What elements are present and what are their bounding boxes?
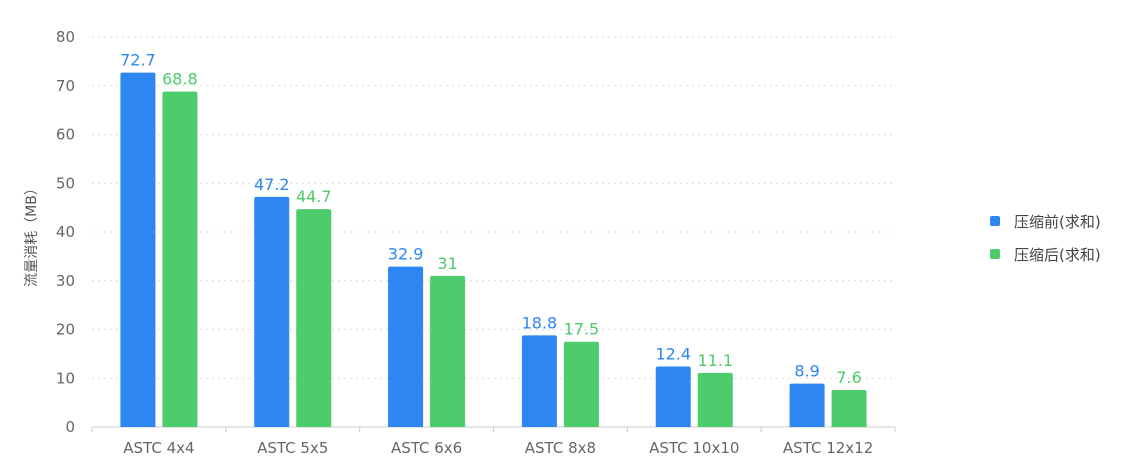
y-tick-label: 40 [56, 223, 75, 241]
bar-after[interactable] [296, 209, 332, 427]
legend-swatch-before [990, 216, 1000, 226]
data-label: 7.6 [836, 368, 861, 387]
bar-after[interactable] [430, 275, 466, 427]
legend-swatch-after [990, 249, 1000, 259]
data-label: 31 [437, 254, 457, 273]
y-tick-label: 50 [56, 174, 75, 192]
x-tick-label: ASTC 10x10 [649, 439, 739, 457]
data-label: 11.1 [697, 351, 733, 370]
x-tick-label: ASTC 6x6 [391, 439, 462, 457]
y-tick-label: 70 [56, 77, 75, 95]
bar-after[interactable] [831, 389, 867, 427]
bar-before[interactable] [388, 266, 424, 427]
bar-after[interactable] [162, 91, 198, 427]
y-tick-label: 30 [56, 272, 75, 290]
data-label: 68.8 [162, 70, 198, 89]
legend-item-after[interactable]: 压缩后(求和) [990, 244, 1101, 264]
y-tick-label: 10 [56, 369, 75, 387]
data-label: 72.7 [120, 51, 156, 70]
axes: 0 10 20 30 40 50 60 70 80 ASTC 4x4 ASTC 5x5 ASTC 6x… [56, 28, 896, 457]
legend: 压缩前(求和) 压缩后(求和) [990, 211, 1101, 277]
x-tick-label: ASTC 12x12 [783, 439, 873, 457]
x-tick-label: ASTC 8x8 [525, 439, 596, 457]
data-label: 8.9 [794, 362, 819, 381]
bar-before[interactable] [254, 196, 290, 427]
data-label: 44.7 [296, 187, 332, 206]
legend-item-before[interactable]: 压缩前(求和) [990, 211, 1101, 231]
data-labels: 72.7 47.2 32.9 18.8 12.4 8.9 68.8 44.7 31 17.5 11.… [120, 51, 862, 387]
y-tick-label: 0 [65, 418, 75, 436]
data-label: 12.4 [655, 345, 691, 364]
y-tick-label: 80 [56, 28, 75, 46]
legend-label-after: 压缩后(求和) [1014, 245, 1101, 264]
legend-label-before: 压缩前(求和) [1014, 212, 1101, 231]
data-label: 17.5 [564, 320, 600, 339]
bar-before[interactable] [655, 366, 691, 427]
bar-before[interactable] [120, 72, 156, 428]
x-tick-label: ASTC 5x5 [257, 439, 328, 457]
x-tick-label: ASTC 4x4 [123, 439, 194, 457]
grid-lines [92, 36, 895, 379]
y-tick-label: 60 [56, 126, 75, 144]
y-axis-title: 流量消耗（MB） [24, 181, 40, 287]
bar-after[interactable] [697, 372, 733, 427]
bar-before[interactable] [789, 383, 825, 427]
data-label: 18.8 [522, 313, 558, 332]
bar-before[interactable] [521, 335, 557, 427]
y-tick-label: 20 [56, 321, 75, 339]
data-label: 47.2 [254, 175, 290, 194]
data-label: 32.9 [388, 245, 424, 264]
bar-after[interactable] [563, 341, 599, 427]
bars [120, 72, 867, 428]
